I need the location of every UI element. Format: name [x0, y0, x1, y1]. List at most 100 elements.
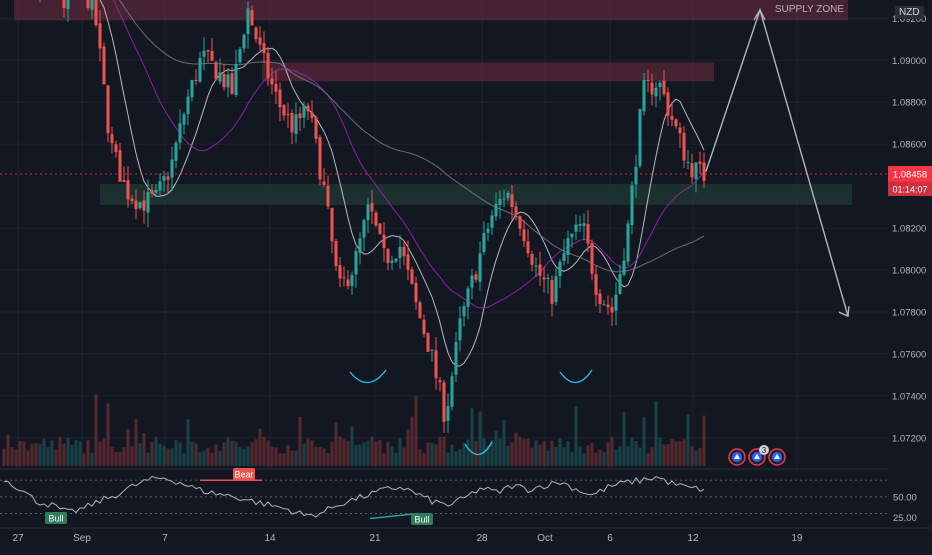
volume-bar	[486, 445, 490, 466]
candle-body	[258, 37, 262, 45]
volume-bar	[206, 447, 210, 466]
candle-body	[486, 228, 490, 233]
event-badges[interactable]: 3	[728, 445, 786, 466]
candle-body	[174, 142, 178, 161]
volume-bar	[106, 403, 110, 466]
volume-bar	[194, 443, 198, 466]
volume-bar	[86, 440, 90, 466]
current-price-text: 1.08458	[893, 169, 927, 180]
volume-bar	[162, 446, 166, 466]
candle-body	[234, 64, 238, 95]
price-candles	[39, 0, 706, 433]
volume-bar	[202, 450, 206, 466]
candle-body	[290, 112, 294, 133]
event-badge-icon[interactable]	[728, 448, 746, 466]
ma-long-line	[118, 0, 705, 273]
rsi-tick-label: 50.00	[893, 492, 917, 503]
volume-bar	[46, 447, 50, 466]
volume-bar	[170, 448, 174, 466]
candle-body	[154, 189, 158, 193]
candle-body	[382, 234, 386, 248]
volume-bar	[346, 440, 350, 466]
volume-bar	[214, 444, 218, 466]
volume-bar	[358, 444, 362, 466]
volume-bar	[130, 446, 134, 466]
candle-body	[362, 220, 366, 238]
price-zones	[14, 0, 852, 206]
volume-bar	[82, 453, 86, 466]
candle-body	[638, 109, 642, 166]
zone-support[interactable]	[100, 184, 852, 206]
time-tick-label: 7	[162, 533, 168, 544]
volume-bar	[462, 442, 466, 466]
candle-body	[630, 185, 634, 225]
candle-body	[682, 132, 686, 161]
volume-bar	[310, 440, 314, 466]
event-badge-icon[interactable]	[768, 448, 786, 466]
volume-bar	[574, 406, 578, 466]
volume-bar	[542, 441, 546, 466]
volume-bar	[698, 447, 702, 466]
volume-bar	[502, 420, 506, 466]
candle-body	[242, 34, 246, 49]
volume-bar	[422, 452, 426, 466]
volume-bar	[414, 396, 418, 466]
volume-bar	[570, 451, 574, 466]
pattern-arc	[559, 369, 593, 384]
volume-bar	[246, 446, 250, 466]
volume-bar	[670, 438, 674, 466]
volume-bar	[650, 447, 654, 466]
candle-body	[166, 176, 170, 180]
candle-body	[354, 250, 358, 275]
candle-body	[602, 304, 606, 306]
pattern-arc	[349, 369, 387, 384]
candle-body	[346, 279, 350, 287]
volume-bar	[466, 439, 470, 466]
price-tick-label: 1.08800	[892, 98, 926, 109]
candle-body	[578, 224, 582, 226]
volume-bar	[674, 441, 678, 466]
candle-body	[606, 304, 610, 308]
time-tick-label: 28	[476, 533, 488, 544]
rsi-tick-label: 25.00	[893, 513, 917, 524]
candle-body	[690, 163, 694, 178]
bull-divergence-line	[369, 512, 419, 520]
price-axis-bg	[888, 0, 932, 550]
candle-body	[494, 203, 498, 217]
candle-body	[106, 85, 110, 134]
volume-bar	[582, 453, 586, 466]
volume-bar	[98, 441, 102, 466]
candle-body	[562, 253, 566, 262]
volume-bar	[610, 436, 614, 466]
candle-body	[350, 274, 354, 286]
volume-bar	[634, 441, 638, 466]
candle-body	[514, 206, 518, 215]
candle-body	[278, 89, 282, 108]
candle-body	[466, 288, 470, 307]
candle-body	[266, 52, 270, 79]
price-tick-label: 1.07400	[892, 391, 926, 402]
volume-bar	[378, 440, 382, 466]
candle-body	[654, 87, 658, 97]
volume-bar	[514, 432, 518, 466]
volume-bar	[518, 437, 522, 466]
volume-bar	[658, 437, 662, 466]
volume-bar	[394, 452, 398, 466]
zone-resistance[interactable]	[262, 62, 714, 82]
candle-body	[246, 8, 250, 35]
candle-body	[598, 293, 602, 305]
volume-bar	[662, 444, 666, 466]
event-badge-glyph	[774, 454, 780, 459]
candle-body	[402, 246, 406, 257]
volume-bar	[10, 447, 14, 466]
currency-badge: NZD	[895, 6, 924, 19]
volume-bar	[290, 450, 294, 466]
volume-bar	[74, 440, 78, 466]
volume-bar	[418, 449, 422, 466]
candle-body	[210, 51, 214, 61]
zone-supply-zone[interactable]	[14, 0, 848, 21]
volume-bar	[618, 446, 622, 466]
price-tick-label: 1.08000	[892, 266, 926, 277]
